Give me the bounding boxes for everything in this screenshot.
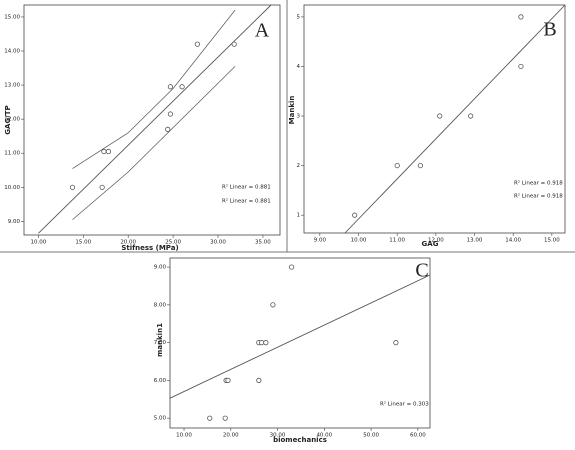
- y-tick-label: 9.00: [154, 265, 167, 271]
- x-tick-label: 14.00: [505, 238, 521, 244]
- point: [288, 264, 295, 270]
- plot-frame: [169, 257, 431, 429]
- x-tick-label: 30.00: [210, 240, 226, 246]
- plot-frame: [303, 4, 566, 234]
- point: [69, 184, 76, 190]
- point: [167, 111, 174, 117]
- point: [231, 41, 237, 47]
- point: [256, 377, 262, 383]
- annotation: R² Linear = 0.303: [380, 401, 429, 408]
- x-tick-label: 9.00: [314, 238, 327, 244]
- point: [165, 126, 171, 132]
- point: [518, 63, 524, 70]
- x-axis-title: Stifness (MPa): [121, 244, 178, 252]
- annotation: R² Linear = 0.881: [222, 184, 271, 191]
- x-tick-label: 20.00: [120, 240, 136, 246]
- x-tick-label: 10.00: [351, 238, 367, 244]
- point: [259, 340, 265, 346]
- point: [167, 84, 174, 90]
- y-tick-label: 2: [297, 163, 301, 169]
- y-tick-label: 15.00: [4, 14, 20, 20]
- y-tick-label: 11.00: [4, 151, 20, 157]
- y-tick-label: 14.00: [4, 49, 20, 55]
- point: [393, 340, 399, 346]
- y-tick-label: 7.00: [154, 340, 167, 346]
- fit-line: [344, 4, 566, 234]
- y-tick-label: 5.00: [154, 416, 167, 422]
- point: [105, 148, 112, 155]
- x-tick-label: 11.00: [389, 238, 405, 244]
- point: [101, 148, 107, 155]
- annotation: R² Linear = 0.918: [514, 180, 563, 187]
- x-tick-label: 13.00: [467, 238, 483, 244]
- y-tick-label: 4: [297, 64, 301, 70]
- point: [194, 41, 200, 47]
- point: [394, 162, 400, 169]
- point: [270, 302, 276, 308]
- annotation: R² Linear = 0.881: [222, 198, 271, 205]
- annotation: R² Linear = 0.918: [514, 193, 563, 200]
- x-tick-label: 40.00: [316, 433, 332, 439]
- y-tick-label: 12.00: [4, 117, 20, 123]
- point: [518, 14, 524, 20]
- fit-line: [169, 274, 431, 399]
- panel-label: C: [415, 260, 428, 282]
- x-tick-label: 50.00: [363, 433, 379, 439]
- x-tick-label: 10.00: [30, 240, 46, 246]
- point: [222, 415, 228, 421]
- y-tick-label: 3: [297, 114, 301, 120]
- y-tick-label: 6.00: [154, 378, 167, 384]
- y-tick-label: 8.00: [154, 302, 167, 308]
- y-tick-label: 1: [297, 213, 301, 219]
- point: [352, 212, 358, 218]
- ci-lower-curve: [72, 66, 236, 220]
- point: [437, 113, 443, 119]
- x-axis-title: GAG: [422, 240, 439, 248]
- x-tick-label: 10.00: [176, 433, 192, 439]
- x-tick-label: 12.00: [428, 238, 444, 244]
- point: [99, 184, 105, 190]
- point: [179, 84, 185, 90]
- y-axis-title: Mankin: [288, 96, 296, 125]
- point: [207, 415, 213, 421]
- plot-frame: [23, 4, 281, 236]
- point: [468, 113, 474, 119]
- x-tick-label: 20.00: [223, 433, 239, 439]
- x-axis-title: biomechanics: [273, 436, 327, 444]
- x-tick-label: 15.00: [75, 240, 91, 246]
- x-tick-label: 35.00: [255, 240, 271, 246]
- panel-label: B: [543, 19, 556, 41]
- y-tick-label: 5: [297, 14, 301, 20]
- y-tick-label: 13.00: [4, 83, 20, 89]
- y-tick-label: 9.00: [8, 219, 21, 225]
- point: [225, 377, 231, 383]
- y-axis-title: mankin1: [156, 323, 164, 357]
- point: [263, 340, 269, 346]
- ci-upper-curve: [72, 9, 236, 169]
- point: [417, 162, 423, 169]
- y-tick-label: 10.00: [4, 185, 20, 191]
- x-tick-label: 60.00: [410, 433, 426, 439]
- y-axis-title: GAG/TP: [4, 105, 12, 134]
- panel-label: A: [255, 20, 270, 42]
- x-tick-label: 25.00: [165, 240, 181, 246]
- x-tick-label: 30.00: [270, 433, 286, 439]
- x-tick-label: 15.00: [544, 238, 560, 244]
